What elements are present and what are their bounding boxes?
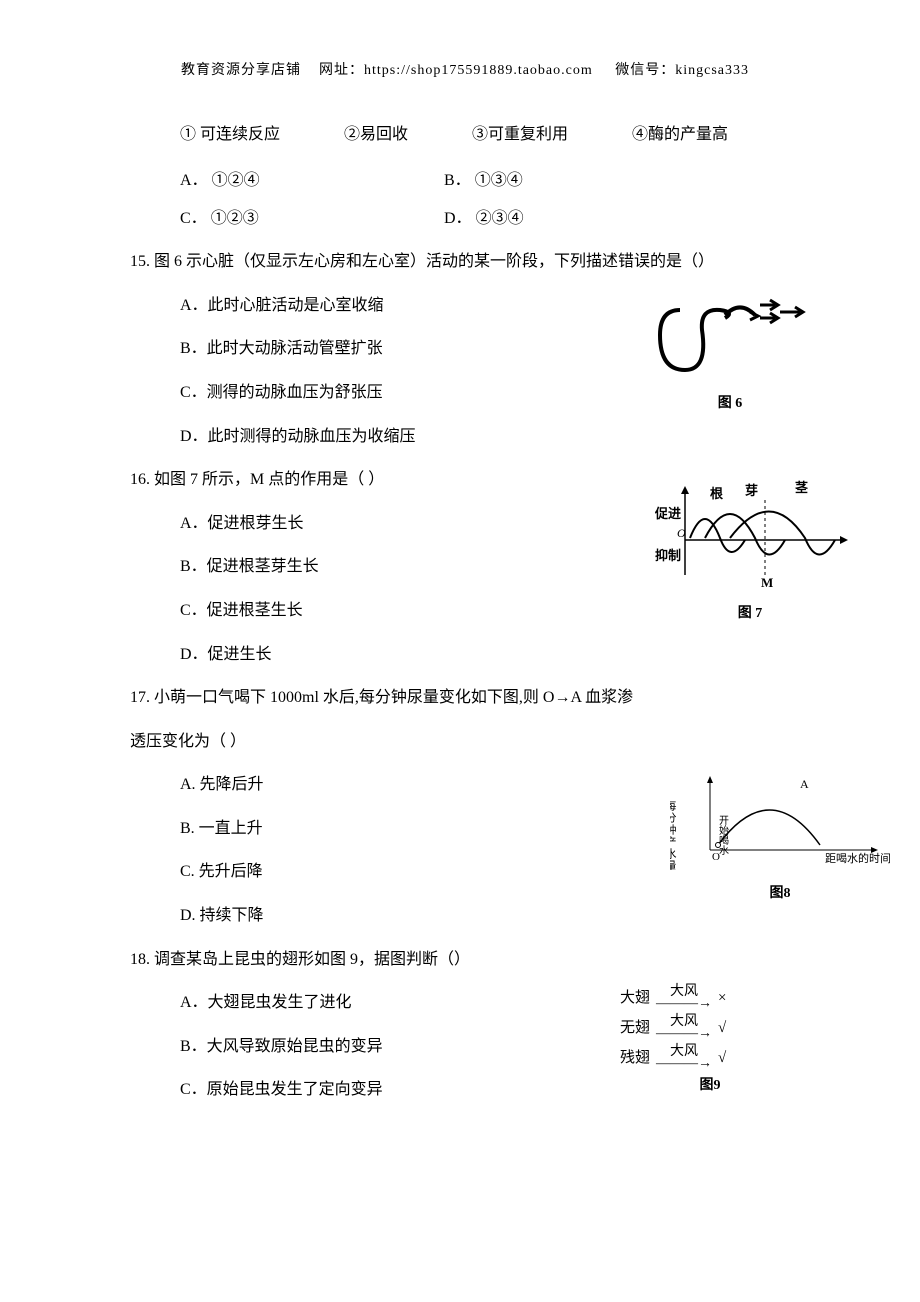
fig9-r1-right: × <box>718 986 726 1010</box>
q17-stem-line2: 透压变化为（ ） <box>130 729 800 755</box>
q14-term-3: ③可重复利用 <box>472 122 568 148</box>
figure-7: 促进 抑制 O 根 芽 茎 M 图 7 <box>650 480 850 625</box>
fig9-r2-right: √ <box>718 1016 726 1040</box>
arrow-icon: 大风 ———→ <box>656 1015 712 1041</box>
svg-text:开始喝水: 开始喝水 <box>717 815 729 855</box>
svg-text:抑制: 抑制 <box>655 548 681 563</box>
q17-choice-d: D. 持续下降 <box>180 903 800 929</box>
q14-option-terms: ① 可连续反应 ②易回收 ③可重复利用 ④酶的产量高 <box>180 122 800 148</box>
header-url: 网址：https://shop175591889.taobao.com <box>319 63 593 78</box>
svg-text:芽: 芽 <box>745 483 758 498</box>
q16-choice-d: D．促进生长 <box>180 642 800 668</box>
q14-choice-row-2: C． ①②③ D． ②③④ <box>180 206 800 232</box>
figure-6-caption: 图 6 <box>640 393 820 415</box>
arrow-icon: 大风 ———→ <box>656 985 712 1011</box>
q14-choice-c-text: ①②③ <box>211 210 259 227</box>
fig9-row-2: 无翅 大风 ———→ √ <box>620 1015 800 1041</box>
growth-curves-chart: 促进 抑制 O 根 芽 茎 M <box>650 480 850 590</box>
q14-choice-d-text: ②③④ <box>476 210 524 227</box>
heart-icon <box>640 290 820 380</box>
q18-stem: 18. 调查某岛上昆虫的翅形如图 9，据图判断（） <box>130 947 800 973</box>
fig9-r3-right: √ <box>718 1046 726 1070</box>
figure-9: 大翅 大风 ———→ × 无翅 大风 ———→ √ 残翅 大风 ———→ √ 图… <box>620 985 800 1097</box>
q14-choice-b-label: B． <box>444 172 471 189</box>
svg-text:促进: 促进 <box>654 506 681 521</box>
figure-6: 图 6 <box>640 290 820 415</box>
fig9-row-3: 残翅 大风 ———→ √ <box>620 1045 800 1071</box>
q14-choice-a-label: A． <box>180 172 208 189</box>
header-wechat: 微信号：kingcsa333 <box>615 63 749 78</box>
fig9-r2-left: 无翅 <box>620 1016 650 1040</box>
figure-9-caption: 图9 <box>620 1075 800 1097</box>
q14-term-4: ④酶的产量高 <box>632 122 728 148</box>
q14-term-1: ① 可连续反应 <box>180 122 280 148</box>
q14-choice-d-label: D． <box>444 210 472 227</box>
page-header: 教育资源分享店铺 网址：https://shop175591889.taobao… <box>130 60 800 82</box>
svg-text:根: 根 <box>710 486 724 501</box>
q14-choice-c-label: C． <box>180 210 207 227</box>
q15-choice-d: D．此时测得的动脉血压为收缩压 <box>180 424 800 450</box>
figure-7-caption: 图 7 <box>650 603 850 625</box>
figure-8-caption: 图8 <box>670 883 890 905</box>
svg-text:M: M <box>761 575 773 590</box>
arrow-icon: 大风 ———→ <box>656 1045 712 1071</box>
q14-choice-row-1: A． ①②④ B． ①③④ <box>180 168 800 194</box>
q14-choice-a-text: ①②④ <box>212 172 260 189</box>
svg-text:A: A <box>800 777 809 791</box>
svg-text:茎: 茎 <box>795 480 808 495</box>
svg-text:O: O <box>677 526 686 540</box>
header-shop: 教育资源分享店铺 <box>181 63 301 78</box>
svg-text:距喝水的时间: 距喝水的时间 <box>825 851 890 865</box>
fig9-r3-left: 残翅 <box>620 1046 650 1070</box>
figure-8: O A 每分钟产水量 开始喝水 距喝水的时间 图8 <box>670 770 890 905</box>
q14-choice-b-text: ①③④ <box>475 172 523 189</box>
fig9-row-1: 大翅 大风 ———→ × <box>620 985 800 1011</box>
q14-term-2: ②易回收 <box>344 122 408 148</box>
fig9-r1-left: 大翅 <box>620 986 650 1010</box>
q15-stem: 15. 图 6 示心脏（仅显示左心房和左心室）活动的某一阶段，下列描述错误的是（… <box>130 249 800 275</box>
svg-text:每分钟产水量: 每分钟产水量 <box>670 799 677 870</box>
q17-stem-line1: 17. 小萌一口气喝下 1000ml 水后,每分钟尿量变化如下图,则 O→A 血… <box>130 685 800 711</box>
urine-curve-chart: O A 每分钟产水量 开始喝水 距喝水的时间 <box>670 770 890 870</box>
